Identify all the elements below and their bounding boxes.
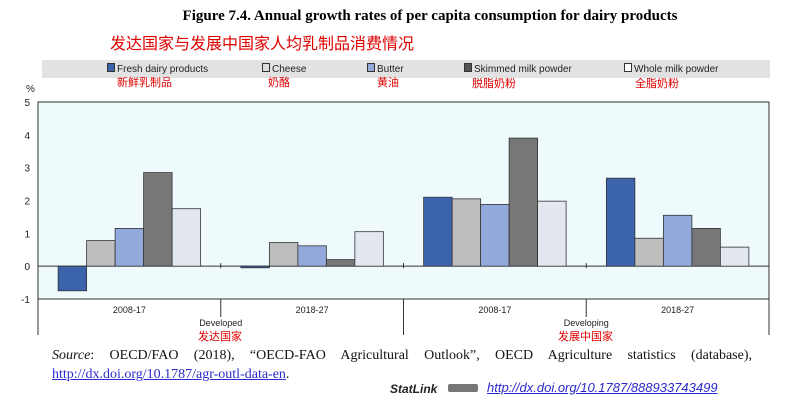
bar-fresh-dairy-products: [240, 265, 270, 269]
legend-label: Butter: [377, 64, 404, 75]
bar-fresh-dairy-products: [605, 177, 636, 267]
x-tick-label: 2018-27: [296, 305, 329, 315]
legend-swatch: [367, 63, 375, 72]
legend-swatch: [624, 63, 632, 72]
group-label-cn: 发达国家: [198, 331, 242, 343]
legend-label: Skimmed milk powder: [474, 64, 572, 75]
legend-label: Whole milk powder: [634, 64, 719, 75]
y-axis-label: %: [26, 84, 35, 95]
group-label: Developed: [199, 318, 242, 328]
legend-item-butter: Butter: [367, 63, 404, 75]
source-link[interactable]: http://dx.doi.org/10.1787/agr-outl-data-…: [52, 367, 286, 382]
bar-fresh-dairy-products: [57, 265, 88, 292]
legend-swatch: [262, 63, 270, 72]
x-tick-label: 2018-27: [661, 305, 694, 315]
legend-label-cn: 黄油: [377, 77, 399, 89]
y-tick-label: 3: [24, 164, 30, 175]
y-tick-label: 2: [24, 197, 30, 208]
x-tick-label: 2008-17: [478, 305, 511, 315]
source-end: .: [285, 367, 290, 382]
bar-skimmed-milk-powder: [143, 172, 173, 267]
bar-cheese: [86, 240, 116, 267]
bar-skimmed-milk-powder: [508, 137, 539, 267]
legend-label: Fresh dairy products: [117, 64, 209, 75]
bar-whole-milk-powder: [537, 200, 567, 267]
source-text: : OECD/FAO (2018), “OECD-FAO Agricultura…: [90, 348, 752, 363]
bar-cheese: [451, 198, 482, 267]
bar-butter: [114, 228, 145, 267]
bar-whole-milk-powder: [719, 246, 750, 267]
bar-whole-milk-powder: [171, 208, 202, 267]
legend-label-cn: 脱脂奶粉: [472, 78, 516, 90]
bar-skimmed-milk-powder: [691, 228, 721, 267]
statlink-label: StatLink: [390, 382, 438, 396]
source-note: Source: OECD/FAO (2018), “OECD-FAO Agric…: [52, 346, 752, 384]
bar-whole-milk-powder: [354, 231, 384, 267]
y-tick-label: -1: [21, 295, 30, 306]
bar-butter: [297, 245, 327, 267]
group-label: Developing: [564, 318, 609, 328]
y-tick-label: 0: [24, 262, 30, 273]
legend-swatch: [107, 63, 115, 72]
legend-swatch: [464, 63, 472, 72]
chart-title-cn: 发达国家与发展中国家人均乳制品消费情况: [110, 34, 415, 53]
legend-item-fresh: Fresh dairy products: [107, 63, 208, 75]
legend-item-cheese: Cheese: [262, 63, 306, 75]
legend: Fresh dairy products Cheese Butter Skimm…: [42, 60, 770, 78]
legend-item-wmp: Whole milk powder: [624, 63, 718, 75]
bar-butter: [662, 214, 693, 267]
bar-butter: [480, 204, 510, 267]
y-tick-label: 5: [24, 98, 30, 109]
group-label-cn: 发展中国家: [558, 331, 613, 343]
legend-label-cn: 新鲜乳制品: [117, 77, 172, 89]
y-tick-label: 1: [24, 229, 30, 240]
chart-title: Figure 7.4. Annual growth rates of per c…: [182, 8, 678, 24]
source-label: Source: [52, 348, 91, 363]
bar-fresh-dairy-products: [423, 196, 453, 267]
bar-cheese: [634, 237, 664, 267]
statlink-logo-icon: [448, 384, 478, 392]
statlink-link[interactable]: http://dx.doi.org/10.1787/888933743499: [487, 380, 718, 395]
x-tick-label: 2008-17: [113, 305, 146, 315]
legend-item-smp: Skimmed milk powder: [464, 63, 572, 75]
legend-label: Cheese: [272, 64, 307, 75]
legend-label-cn: 全脂奶粉: [635, 78, 679, 90]
bar-cheese: [268, 242, 299, 267]
legend-label-cn: 奶酪: [268, 77, 290, 89]
y-tick-label: 4: [24, 131, 30, 142]
bar-skimmed-milk-powder: [325, 259, 356, 267]
